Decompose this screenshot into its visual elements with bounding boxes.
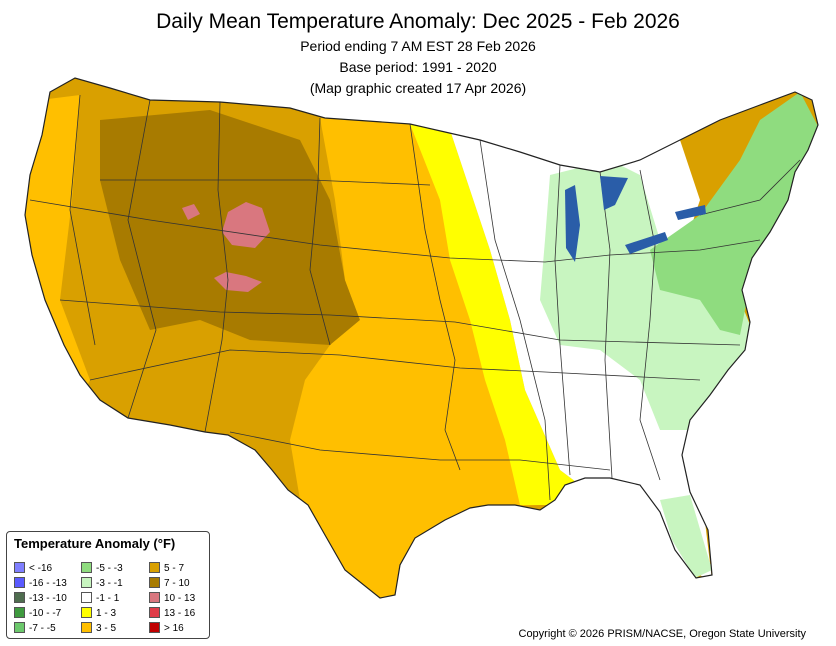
region-plains-south (290, 118, 540, 598)
legend-swatch (14, 607, 25, 618)
region-wyoming-hotspot (222, 202, 270, 248)
legend-label: -13 - -10 (29, 593, 67, 604)
legend-swatch (81, 577, 92, 588)
legend-item: 5 - 7 (149, 562, 184, 575)
region-northeast-midatlantic (650, 92, 818, 335)
legend-item: < -16 (14, 562, 52, 575)
legend-swatch (149, 592, 160, 603)
legend-swatch (14, 562, 25, 573)
legend-item: -1 - 1 (81, 592, 119, 605)
created-text: (Map graphic created 17 Apr 2026) (309, 80, 527, 96)
region-idaho-hotspot (182, 204, 200, 220)
legend-item: -16 - -13 (14, 577, 67, 590)
legend-label: -10 - -7 (29, 608, 62, 619)
lake-michigan (565, 185, 580, 262)
legend-label: 3 - 5 (96, 623, 117, 634)
lake-huron (600, 176, 628, 210)
state-borders (29, 94, 801, 501)
lake-erie (625, 232, 668, 254)
legend-item: -10 - -7 (14, 607, 61, 620)
region-colorado-hotspot (214, 272, 262, 292)
legend-item: 3 - 5 (81, 622, 116, 635)
legend-label: 7 - 10 (164, 578, 190, 589)
legend-item: -7 - -5 (14, 622, 56, 635)
legend-item: 7 - 10 (149, 577, 190, 590)
copyright-text: Copyright © 2026 PRISM/NACSE, Oregon Sta… (518, 628, 807, 640)
legend-swatch (149, 607, 160, 618)
legend-swatch (14, 577, 25, 588)
legend-label: -1 - 1 (96, 593, 120, 604)
legend-swatch (14, 622, 25, 633)
legend-label: 10 - 13 (164, 593, 196, 604)
legend-label: 13 - 16 (164, 608, 196, 619)
legend-label: < -16 (29, 563, 53, 574)
legend-swatch (149, 622, 160, 633)
lake-ontario (675, 205, 706, 220)
legend-item: -5 - -3 (81, 562, 123, 575)
legend-item: 10 - 13 (149, 592, 195, 605)
legend-label: > 16 (164, 623, 184, 634)
period-text: Period ending 7 AM EST 28 Feb 2026 (300, 38, 536, 54)
legend-swatch (81, 562, 92, 573)
region-florida-peninsula (660, 495, 712, 578)
legend-swatch (81, 592, 92, 603)
legend-label: 1 - 3 (96, 608, 117, 619)
legend-item: 13 - 16 (149, 607, 195, 620)
legend-item: > 16 (149, 622, 184, 635)
base-period-text: Base period: 1991 - 2020 (339, 59, 497, 75)
legend: Temperature Anomaly (°F) < -16 -16 - -13 -… (6, 531, 210, 639)
legend-label: -3 - -1 (96, 578, 123, 589)
legend-swatch (149, 577, 160, 588)
legend-label: -16 - -13 (29, 578, 67, 589)
legend-label: 5 - 7 (164, 563, 185, 574)
great-lakes (565, 176, 706, 262)
map-title: Daily Mean Temperature Anomaly: Dec 2025… (156, 10, 680, 33)
legend-label: -7 - -5 (29, 623, 56, 634)
legend-item: 1 - 3 (81, 607, 116, 620)
legend-swatch (149, 562, 160, 573)
legend-item: -3 - -1 (81, 577, 123, 590)
legend-swatch (81, 607, 92, 618)
legend-swatch (81, 622, 92, 633)
region-great-lakes-ohio-valley (540, 160, 760, 430)
legend-item: -13 - -10 (14, 592, 67, 605)
legend-title: Temperature Anomaly (°F) (14, 536, 176, 551)
legend-label: -5 - -3 (96, 563, 123, 574)
legend-swatch (14, 592, 25, 603)
region-mississippi-valley (410, 124, 580, 505)
